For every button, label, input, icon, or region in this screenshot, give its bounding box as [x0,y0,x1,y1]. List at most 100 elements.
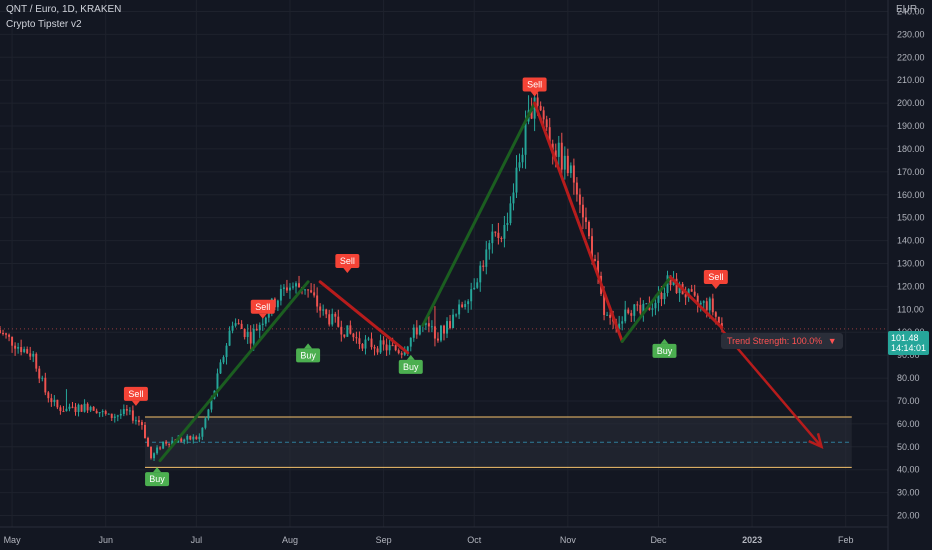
candle-body [720,323,723,328]
candle-body [189,435,192,440]
uptrend-line [421,101,537,327]
buy-signal-text: Buy [657,346,673,356]
candle-body [560,142,563,170]
candle-body [304,289,307,291]
candle-body [195,436,198,440]
candle-body [449,321,452,329]
candle-body [204,418,207,428]
candle-body [597,260,600,276]
candle-body [122,409,125,414]
candle-body [162,441,165,449]
candle-body [427,323,430,327]
trend-strength-label: Trend Strength: 100.0% [727,336,823,346]
y-tick-label: 130.00 [897,259,925,269]
y-tick-label: 70.00 [897,396,920,406]
candle-body [455,314,458,316]
last-price-value: 101.48 [891,333,919,343]
candle-body [225,345,228,358]
uptrend-line [620,275,673,343]
candle-body [98,412,101,414]
candle-body [696,295,699,305]
candle-body [476,282,479,288]
candle-body [95,410,98,414]
y-tick-label: 20.00 [897,511,920,521]
candle-body [482,265,485,267]
candle-body [207,409,210,419]
candle-body [50,398,53,403]
candle-body [497,232,500,238]
candle-body [660,292,663,300]
buy-signal-pointer [406,354,415,360]
downtrend-line [318,280,410,355]
candle-body [678,283,681,293]
y-tick-label: 120.00 [897,281,925,291]
candle-body [714,312,717,317]
x-tick-label: Oct [467,535,482,545]
last-price-tag: 101.48 14:14:01 [888,331,930,355]
candle-body [581,204,584,218]
y-tick-label: 80.00 [897,373,920,383]
y-tick-label: 190.00 [897,121,925,131]
candle-body [349,325,352,334]
candle-body [291,286,294,288]
sell-signal-pointer [258,313,267,319]
candle-body [424,323,427,325]
candle-body [711,298,714,313]
axes: 20.00 30.00 40.00 50.00 60.00 70.00 80.00 90.00… [4,6,925,545]
candle-body [29,353,32,357]
indicator-name[interactable]: Crypto Tipster v2 [6,19,82,30]
candle-body [684,294,687,298]
candle-body [32,353,35,357]
candle-body [645,303,648,305]
candle-body [313,292,316,296]
trend-lines [158,101,824,463]
candle-body [358,338,361,344]
candle-body [319,306,322,311]
candle-body [62,411,65,413]
candle-body [134,420,137,422]
candle-body [584,217,587,222]
y-tick-label: 60.00 [897,419,920,429]
y-tick-label: 40.00 [897,465,920,475]
sell-signal-label-bg [703,269,728,284]
y-tick-label: 50.00 [897,442,920,452]
candle-body [452,314,455,329]
candle-body [310,290,313,293]
candle-body [639,304,642,314]
candle-body [343,334,346,337]
candle-body [26,349,29,354]
candle-body [137,420,140,423]
sell-signal-pointer [131,400,140,406]
candle-body [446,321,449,334]
x-tick-label: Nov [560,535,577,545]
candle-body [92,406,95,411]
candle-body [252,328,255,344]
candle-body [8,334,11,337]
candle-body [630,313,633,316]
candle-body [693,291,696,296]
candle-body [578,194,581,205]
candle-body [222,357,225,363]
candle-body [71,406,74,408]
candle-body [325,309,328,315]
candle-body [403,351,406,355]
candle-body [316,295,319,307]
candle-body [418,325,421,335]
projection-arrowhead [808,432,824,449]
symbol-title[interactable]: QNT / Euro, 1D, KRAKEN [6,4,122,15]
buy-signal-text: Buy [403,362,419,372]
candle-body [322,309,325,311]
candle-body [657,292,660,303]
candle-body [273,298,276,308]
x-tick-label: May [4,535,22,545]
candle-body [228,330,231,346]
candle-body [2,333,5,335]
candle-body [110,413,113,418]
candle-body [636,304,639,306]
candle-body [128,410,131,412]
support-zone [144,416,852,468]
candle-body [328,314,331,325]
candle-body [17,347,20,349]
candle-body [119,413,122,416]
